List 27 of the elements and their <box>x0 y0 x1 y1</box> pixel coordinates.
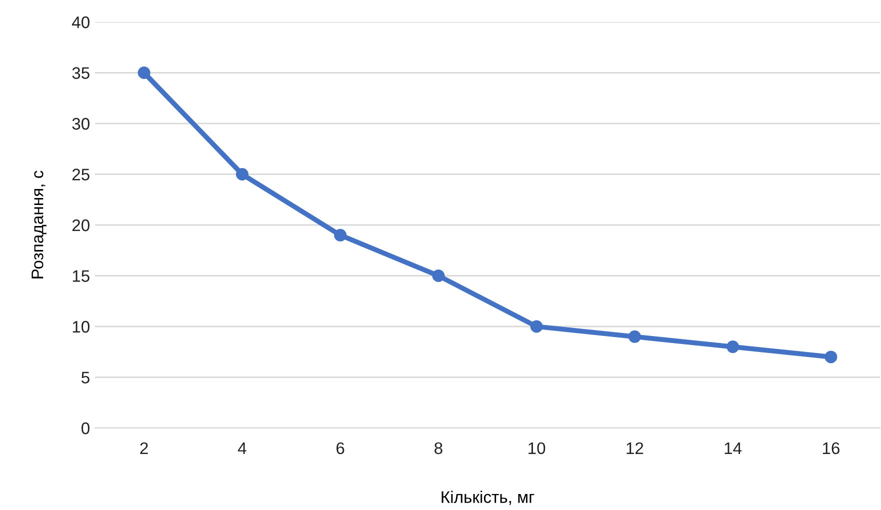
y-axis-title: Розпадання, с <box>32 170 46 278</box>
x-tick-label: 4 <box>238 442 246 454</box>
point <box>432 270 445 282</box>
point <box>824 350 838 364</box>
y-tick-label: 0 <box>82 422 90 434</box>
x-tick-label: 6 <box>336 442 344 454</box>
y-tick-label: 35 <box>72 67 90 79</box>
y-tick-label: 30 <box>72 118 90 130</box>
x-tick-label: 12 <box>626 442 644 454</box>
x-axis-title: Кількість, мг <box>442 490 534 505</box>
y-tick-label: 15 <box>72 270 90 282</box>
point <box>726 340 740 354</box>
point <box>138 66 150 79</box>
x-tick-label: 14 <box>724 442 742 454</box>
y-tick-label: 20 <box>72 219 90 232</box>
point <box>530 320 543 333</box>
x-tick-label: 16 <box>822 442 840 454</box>
y-tick-label: 40 <box>72 16 90 28</box>
x-tick-label: 2 <box>140 442 148 454</box>
x-tick-label: 10 <box>528 442 546 454</box>
y-tick-label: 25 <box>72 168 90 180</box>
y-tick-label: 5 <box>82 372 90 384</box>
point <box>334 228 347 242</box>
x-tick-label: 8 <box>434 442 442 454</box>
point <box>628 330 641 343</box>
y-tick-label: 10 <box>72 320 90 333</box>
point <box>236 168 248 180</box>
